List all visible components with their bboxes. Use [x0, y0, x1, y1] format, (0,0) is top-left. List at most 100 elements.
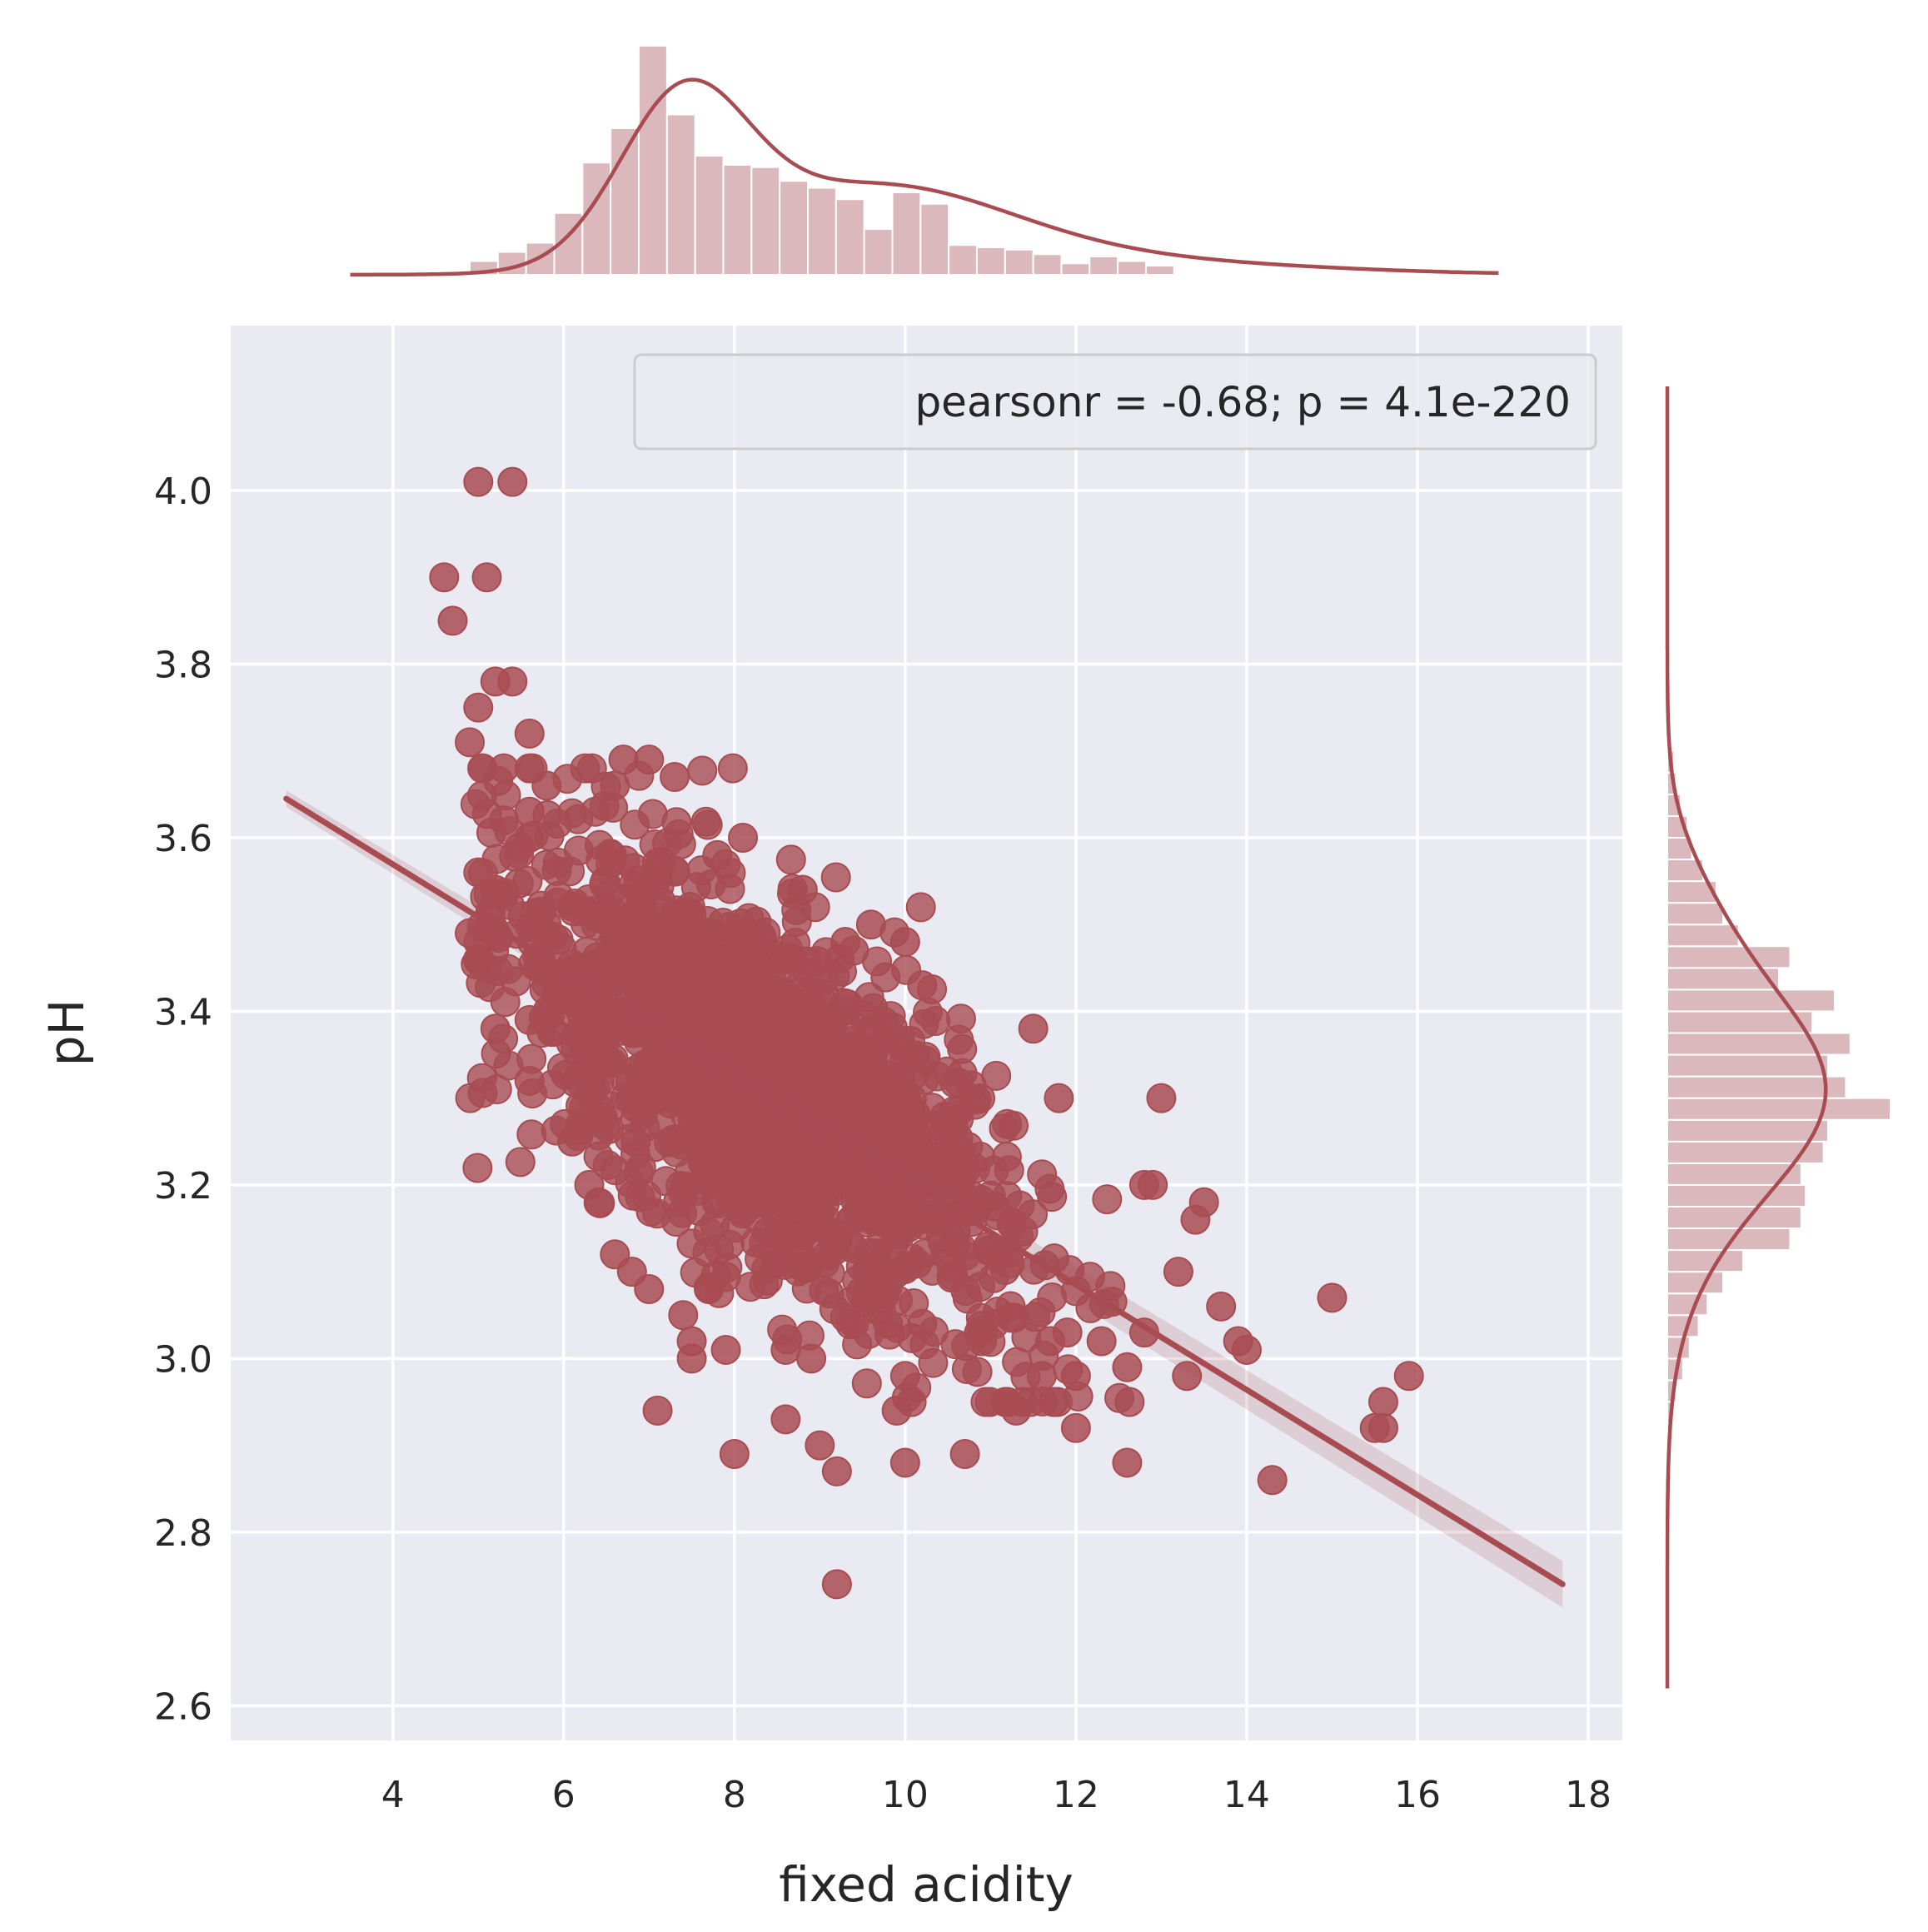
data-point: [641, 935, 672, 966]
data-point: [734, 1003, 765, 1034]
data-point: [694, 1273, 725, 1304]
y-histogram-bar: [1666, 945, 1791, 969]
data-point: [854, 1183, 885, 1214]
data-point: [839, 935, 869, 966]
data-point: [996, 1302, 1027, 1333]
data-point: [514, 1004, 545, 1035]
data-point: [497, 666, 528, 697]
data-point: [1060, 1361, 1091, 1392]
data-point: [595, 848, 626, 879]
data-point: [1018, 1013, 1049, 1044]
x-histogram-bar: [948, 244, 978, 276]
data-point: [1393, 1361, 1424, 1392]
data-point: [855, 909, 886, 940]
data-point: [634, 1273, 665, 1304]
data-point: [1172, 1361, 1203, 1392]
data-point: [851, 1368, 882, 1399]
y-histogram-bar: [1666, 1118, 1829, 1143]
data-point: [949, 1439, 980, 1470]
data-point: [490, 987, 521, 1018]
data-point: [480, 1013, 511, 1044]
data-point: [1008, 1216, 1039, 1247]
data-point: [608, 744, 639, 775]
data-point: [1231, 1334, 1262, 1365]
data-point: [842, 1265, 873, 1296]
y-histogram-bar: [1666, 924, 1740, 948]
data-point: [889, 1447, 920, 1478]
data-point: [991, 1142, 1022, 1173]
data-point: [947, 1033, 978, 1064]
data-point: [497, 466, 528, 497]
data-point: [1052, 1317, 1083, 1348]
x-tick-label: 8: [723, 1774, 746, 1816]
data-point: [926, 1221, 957, 1252]
data-point: [829, 1302, 860, 1332]
data-point: [1128, 1169, 1159, 1200]
data-point: [1001, 1395, 1032, 1426]
data-point: [928, 1156, 959, 1187]
data-point: [770, 1334, 801, 1365]
data-point: [463, 944, 494, 974]
data-point: [967, 1326, 998, 1357]
data-point: [668, 1178, 699, 1209]
data-point: [794, 1084, 825, 1115]
data-point: [574, 1169, 605, 1200]
data-point: [676, 1343, 707, 1374]
y-histogram-bar: [1666, 1249, 1745, 1273]
data-point: [837, 1232, 868, 1263]
data-point: [514, 718, 545, 749]
data-point: [687, 755, 718, 786]
data-point: [455, 727, 486, 758]
x-histogram-bar: [1117, 260, 1147, 276]
data-point: [895, 1187, 926, 1217]
data-point: [770, 1404, 801, 1435]
x-tick-label: 18: [1565, 1774, 1612, 1816]
data-point: [965, 1083, 996, 1113]
y-tick-label: 2.6: [154, 1686, 212, 1728]
x-histogram-bar: [975, 246, 1006, 276]
data-point: [1037, 1282, 1068, 1313]
y-histogram-bar: [1666, 1053, 1829, 1078]
y-histogram-bar: [1666, 1271, 1724, 1295]
data-point: [625, 1182, 655, 1212]
data-point: [909, 1045, 940, 1076]
data-point: [886, 1121, 917, 1152]
data-point: [676, 1228, 707, 1259]
x-histogram-bar: [891, 192, 922, 276]
data-point: [751, 1254, 782, 1285]
x-tick-labels: 4 6 8 10 12 14 16 18: [381, 1774, 1612, 1816]
data-point: [471, 562, 502, 593]
data-point: [965, 1272, 996, 1302]
x-histogram-bar: [694, 155, 725, 276]
data-point: [710, 1334, 741, 1365]
data-point: [1206, 1291, 1237, 1322]
data-point: [499, 841, 530, 872]
data-point: [761, 1053, 792, 1083]
x-histogram-bar: [919, 202, 950, 276]
x-tick-label: 14: [1223, 1774, 1270, 1816]
data-point: [1002, 1347, 1033, 1377]
data-point: [514, 796, 545, 827]
data-point: [531, 909, 562, 940]
data-point: [719, 1439, 750, 1470]
data-point: [805, 1430, 835, 1461]
data-point: [1060, 1412, 1091, 1443]
y-tick-labels: 2.6 2.8 3.0 3.2 3.4 3.6 3.8 4.0: [154, 471, 212, 1728]
x-kde-curve: [350, 77, 1499, 277]
data-point: [703, 989, 734, 1020]
regression-line: [283, 790, 1566, 1608]
x-histogram-bar: [863, 228, 894, 276]
data-point: [1112, 1352, 1143, 1382]
x-histogram-bar: [525, 242, 555, 276]
data-point: [634, 744, 665, 775]
data-point: [905, 892, 936, 923]
data-point: [983, 1242, 1014, 1273]
data-point: [873, 1308, 904, 1339]
data-point: [856, 1016, 887, 1047]
data-point: [556, 798, 587, 829]
data-point: [607, 1015, 638, 1046]
data-point: [580, 901, 611, 932]
data-point: [833, 988, 864, 1019]
data-point: [702, 839, 733, 870]
